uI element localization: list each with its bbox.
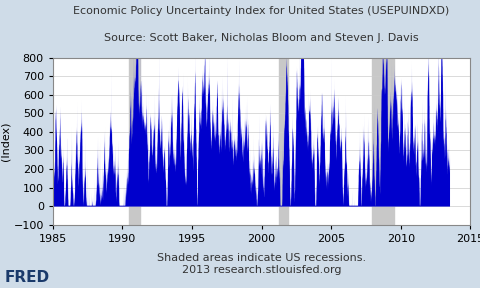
Bar bbox=[372, 58, 394, 225]
Text: Economic Policy Uncertainty Index for United States (USEPUINDXD): Economic Policy Uncertainty Index for Un… bbox=[73, 6, 450, 16]
Text: Shaded areas indicate US recessions.
2013 research.stlouisfed.org: Shaded areas indicate US recessions. 201… bbox=[157, 253, 366, 275]
Bar bbox=[129, 58, 140, 225]
Text: Source: Scott Baker, Nicholas Bloom and Steven J. Davis: Source: Scott Baker, Nicholas Bloom and … bbox=[104, 33, 419, 43]
Y-axis label: (Index): (Index) bbox=[0, 121, 11, 161]
Bar bbox=[279, 58, 288, 225]
Text: FRED: FRED bbox=[5, 270, 50, 285]
